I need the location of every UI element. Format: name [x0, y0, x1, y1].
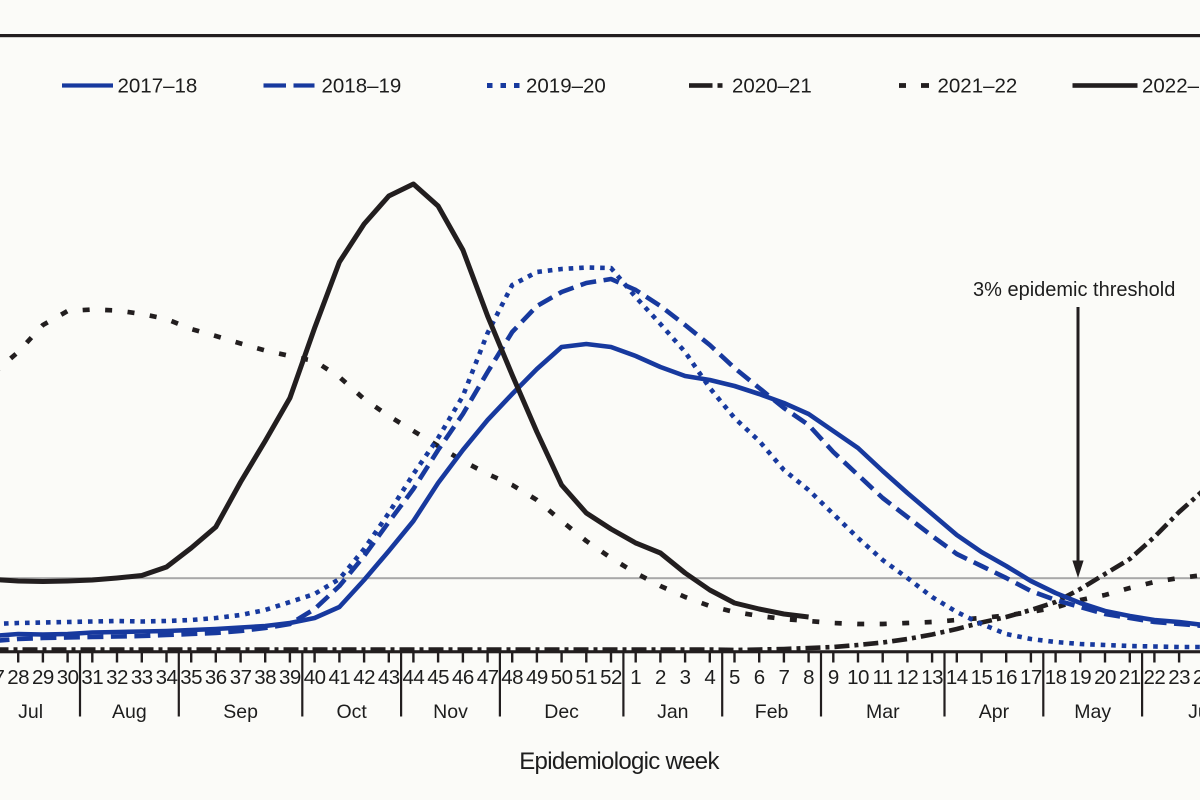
svg-text:21: 21	[1119, 666, 1141, 689]
svg-text:20: 20	[1094, 666, 1116, 689]
svg-text:43: 43	[378, 666, 400, 689]
svg-text:23: 23	[1168, 666, 1190, 689]
svg-text:17: 17	[1020, 666, 1042, 689]
svg-text:28: 28	[7, 666, 29, 689]
svg-text:18: 18	[1045, 666, 1067, 689]
svg-text:31: 31	[81, 666, 103, 689]
svg-text:Apr: Apr	[979, 701, 1010, 723]
svg-text:2022–23: 2022–23	[1142, 75, 1200, 98]
svg-text:Jul: Jul	[18, 701, 43, 723]
svg-text:14: 14	[946, 666, 968, 689]
svg-text:Oct: Oct	[337, 701, 368, 723]
svg-text:27: 27	[0, 666, 4, 689]
svg-text:42: 42	[353, 666, 375, 689]
svg-text:2: 2	[655, 666, 666, 689]
svg-text:3% epidemic threshold: 3% epidemic threshold	[973, 279, 1175, 301]
svg-text:12: 12	[896, 666, 918, 689]
svg-text:2018–19: 2018–19	[322, 75, 402, 98]
svg-text:Aug: Aug	[112, 701, 147, 723]
svg-text:Epidemiologic week: Epidemiologic week	[519, 748, 720, 775]
svg-text:29: 29	[32, 666, 54, 689]
svg-text:50: 50	[551, 666, 573, 689]
svg-text:51: 51	[575, 666, 597, 689]
svg-text:11: 11	[873, 666, 893, 689]
svg-text:7: 7	[778, 666, 789, 689]
svg-text:16: 16	[995, 666, 1017, 689]
svg-text:Nov: Nov	[433, 701, 468, 723]
svg-text:47: 47	[477, 666, 499, 689]
svg-text:39: 39	[279, 666, 301, 689]
svg-text:2019–20: 2019–20	[526, 75, 606, 98]
svg-text:44: 44	[402, 666, 424, 689]
svg-text:45: 45	[427, 666, 449, 689]
svg-text:2021–22: 2021–22	[938, 75, 1018, 98]
svg-text:1: 1	[630, 666, 641, 689]
svg-text:13: 13	[921, 666, 943, 689]
svg-text:8: 8	[803, 666, 814, 689]
svg-text:41: 41	[328, 666, 350, 689]
svg-text:46: 46	[452, 666, 474, 689]
svg-text:48: 48	[501, 666, 523, 689]
svg-text:52: 52	[600, 666, 622, 689]
svg-text:33: 33	[131, 666, 153, 689]
svg-text:9: 9	[828, 666, 839, 689]
svg-text:22: 22	[1143, 666, 1165, 689]
svg-text:2017–18: 2017–18	[118, 75, 198, 98]
svg-text:37: 37	[230, 666, 252, 689]
svg-text:2020–21: 2020–21	[732, 75, 812, 98]
svg-text:15: 15	[971, 666, 993, 689]
svg-text:36: 36	[205, 666, 227, 689]
svg-text:Feb: Feb	[755, 701, 789, 723]
svg-text:35: 35	[180, 666, 202, 689]
svg-text:3: 3	[680, 666, 691, 689]
svg-text:May: May	[1074, 701, 1111, 723]
svg-text:Jun: Jun	[1188, 701, 1200, 723]
svg-text:32: 32	[106, 666, 128, 689]
svg-text:6: 6	[754, 666, 765, 689]
svg-text:49: 49	[526, 666, 548, 689]
svg-text:40: 40	[304, 666, 326, 689]
svg-text:30: 30	[57, 666, 79, 689]
svg-text:24: 24	[1193, 666, 1200, 689]
svg-text:34: 34	[156, 666, 178, 689]
svg-text:4: 4	[704, 666, 715, 689]
svg-text:Dec: Dec	[544, 701, 579, 723]
svg-text:Jan: Jan	[657, 701, 688, 723]
svg-text:10: 10	[847, 666, 869, 689]
svg-text:5: 5	[729, 666, 740, 689]
svg-text:19: 19	[1069, 666, 1091, 689]
svg-text:Sep: Sep	[223, 701, 258, 723]
svg-text:Mar: Mar	[866, 701, 900, 723]
svg-text:38: 38	[254, 666, 276, 689]
